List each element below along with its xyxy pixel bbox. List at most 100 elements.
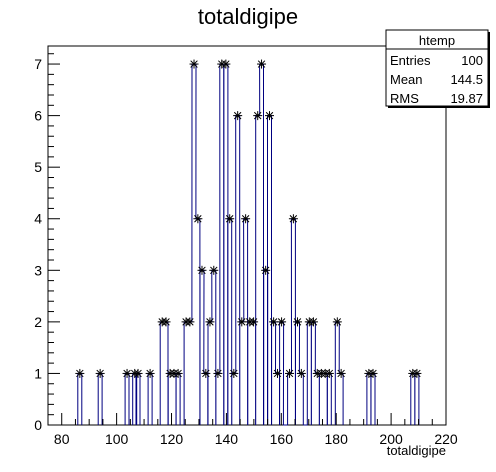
bin-marker-stroke <box>289 215 298 223</box>
chart-title: totaldigipe <box>198 4 298 29</box>
y-tick-label: 4 <box>34 211 42 227</box>
bin-marker <box>368 368 378 378</box>
bin-marker-stroke <box>233 111 242 120</box>
bin-marker <box>412 368 422 378</box>
bin-marker-stroke <box>369 369 377 378</box>
bin-marker <box>145 368 155 378</box>
bin-marker-stroke <box>261 266 270 275</box>
stats-row-label: Mean <box>390 72 423 87</box>
y-tick-label: 6 <box>34 108 42 124</box>
stats-row-value: 100 <box>461 53 483 68</box>
bin-marker <box>288 214 298 224</box>
bin-marker-stroke <box>206 318 214 326</box>
bin-marker <box>293 317 303 327</box>
bin-marker <box>277 317 287 327</box>
bin-marker-stroke <box>253 111 262 120</box>
plot-frame <box>47 45 447 426</box>
bin-marker-stroke <box>269 318 278 326</box>
bin-marker-stroke <box>249 318 258 326</box>
bin-marker-stroke <box>162 318 170 326</box>
bin-marker <box>205 317 215 327</box>
bin-marker-stroke <box>146 369 154 378</box>
x-tick-label: 80 <box>54 431 70 447</box>
bin-marker <box>269 317 279 327</box>
bin-marker-stroke <box>265 111 274 120</box>
stats-row-label: Entries <box>390 53 431 68</box>
bin-marker <box>189 59 199 69</box>
bin-marker <box>229 368 239 378</box>
stats-box-name: htemp <box>419 33 455 48</box>
bin-marker <box>324 368 334 378</box>
bin-marker <box>193 214 203 224</box>
bin-marker <box>241 214 251 224</box>
bin-marker-stroke <box>273 369 282 378</box>
bin-marker-stroke <box>134 369 142 378</box>
stats-box-frame <box>385 29 489 107</box>
bin-marker <box>225 214 235 224</box>
x-axis-title: totaldigipe <box>387 443 446 458</box>
bin-marker <box>75 368 85 378</box>
bin-marker-stroke <box>96 369 104 378</box>
bin-marker-stroke <box>277 318 286 326</box>
stats-row-value: 19.87 <box>450 91 483 106</box>
bin-marker-stroke <box>238 318 246 326</box>
y-tick-label: 2 <box>34 314 42 330</box>
y-tick-label: 1 <box>34 365 42 381</box>
x-tick-label: 160 <box>270 431 294 447</box>
bin-marker-stroke <box>76 369 84 378</box>
bin-marker <box>249 317 259 327</box>
bin-marker <box>133 368 143 378</box>
bin-marker-stroke <box>241 215 250 223</box>
bin-marker-stroke <box>325 369 334 378</box>
bin-marker-stroke <box>230 369 238 378</box>
bin-marker-stroke <box>293 318 302 326</box>
bin-marker <box>261 265 271 275</box>
bin-marker-stroke <box>190 60 198 68</box>
bin-marker <box>296 368 306 378</box>
y-tick-label: 0 <box>34 417 42 433</box>
bin-marker-stroke <box>285 369 294 378</box>
bin-marker <box>122 368 132 378</box>
x-tick-label: 100 <box>105 431 129 447</box>
x-tick-label: 200 <box>379 431 403 447</box>
bin-marker-stroke <box>123 369 131 378</box>
bin-marker-stroke <box>210 266 218 275</box>
y-tick-label: 5 <box>34 159 42 175</box>
bin-marker-stroke <box>413 369 421 378</box>
bin-marker <box>161 317 171 327</box>
bin-marker-stroke <box>194 215 202 223</box>
bin-marker <box>213 368 223 378</box>
bin-marker <box>237 317 247 327</box>
bin-marker-stroke <box>198 266 206 275</box>
bin-marker <box>185 317 195 327</box>
y-tick-label: 7 <box>34 56 42 72</box>
bin-marker <box>201 368 211 378</box>
bin-marker-stroke <box>309 318 318 326</box>
bin-marker <box>265 111 275 121</box>
bin-marker <box>253 111 263 121</box>
x-tick-label: 120 <box>160 431 184 447</box>
x-tick-label: 180 <box>325 431 349 447</box>
bin-marker-stroke <box>174 369 182 378</box>
bin-marker <box>197 265 207 275</box>
stats-box: htemp Entries 100 Mean 144.5 RMS 19.87 <box>385 29 490 108</box>
bin-marker <box>272 368 282 378</box>
bin-marker <box>308 317 318 327</box>
bin-marker-stroke <box>257 60 266 68</box>
bin-marker-stroke <box>214 369 222 378</box>
stats-row-value: 144.5 <box>450 72 483 87</box>
bin-marker-stroke <box>225 215 234 223</box>
bin-marker <box>285 368 295 378</box>
bin-marker-stroke <box>297 369 306 378</box>
stats-row-label: RMS <box>390 91 419 106</box>
x-tick-label: 140 <box>215 431 239 447</box>
bin-marker <box>173 368 183 378</box>
bin-marker-stroke <box>337 369 345 378</box>
bin-marker <box>332 317 342 327</box>
bin-marker <box>221 59 231 69</box>
bin-marker <box>336 368 346 378</box>
bin-marker <box>95 368 105 378</box>
bin-marker <box>209 265 219 275</box>
bin-marker-stroke <box>202 369 210 378</box>
